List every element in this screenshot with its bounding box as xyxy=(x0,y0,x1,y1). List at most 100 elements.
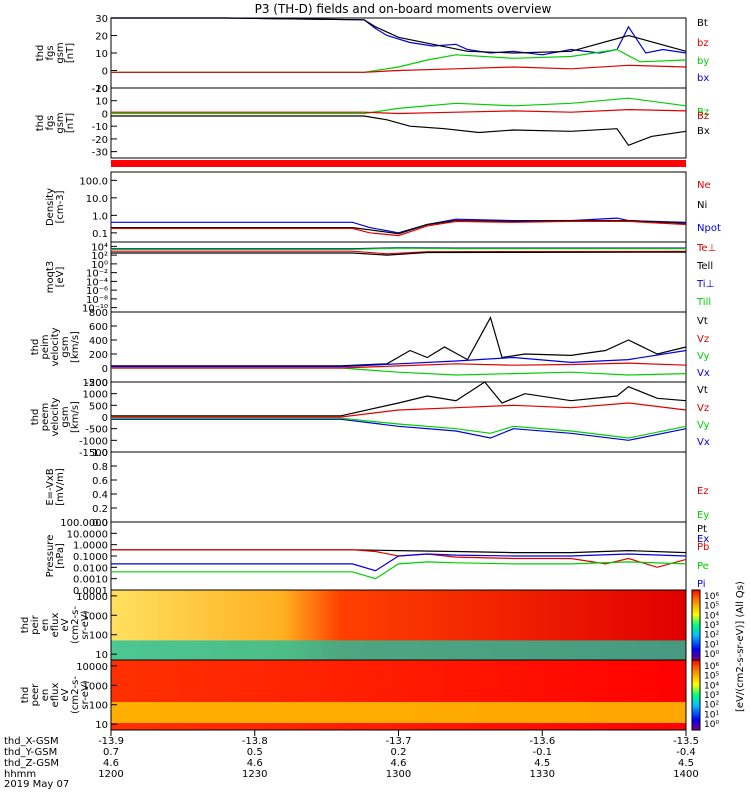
y-axis-label: gsm xyxy=(55,42,66,63)
legend-entry: Te⊥ xyxy=(696,243,716,254)
colorbars: 10⁶10⁵10⁴10³10²10¹10⁰10⁶10⁵10⁴10³10²10¹1… xyxy=(691,589,719,731)
colorbar-tick-label: 10⁴ xyxy=(704,611,719,621)
y-tick-label: 200 xyxy=(89,350,108,361)
y-axis-label: gsm xyxy=(55,112,66,133)
series-line xyxy=(111,220,687,237)
y-tick-label: 0 xyxy=(102,413,108,424)
panel-peer_en_eflux: 10000 1000 100 10 thd peer en eflux eV (cm2-s-sr-… xyxy=(20,659,687,731)
legend-entry: Vt xyxy=(697,316,708,327)
x-axis-row-label: thd_Z-GSM xyxy=(4,758,59,769)
y-axis-label: peir xyxy=(30,614,41,634)
y-axis-label: E=-VxB xyxy=(45,468,56,505)
y-tick-label: 1000 xyxy=(83,611,108,622)
colorbar xyxy=(691,589,701,661)
y-axis-label: eflux xyxy=(50,683,61,708)
x-axis-row-label: thd_X-GSM xyxy=(4,736,59,747)
x-axis-value: 4.5 xyxy=(534,758,550,769)
y-tick-label: 10000 xyxy=(76,662,108,673)
series-line xyxy=(111,217,687,234)
y-axis-label: velocity xyxy=(50,397,61,436)
y-tick-label: 400 xyxy=(89,336,108,347)
y-tick-label: -200 xyxy=(85,378,108,389)
legend-entry: Pb xyxy=(697,542,709,553)
panel-peir_en_eflux: 10000 1000 100 10 thd peir en eflux eV (cm2-s-sr-… xyxy=(20,589,687,661)
legend-entry: Vx xyxy=(697,437,710,448)
y-tick-label: 10⁴ xyxy=(91,242,108,253)
colorbar-tick-label: 10³ xyxy=(704,621,719,631)
y-tick-label: 1000 xyxy=(83,390,108,401)
legend-entry: Ne xyxy=(697,180,711,191)
panel-density: 100.0 10.0 1.0 0.1 Density [cm-3] Ne Ni Npot xyxy=(45,171,721,243)
heatmap-low-energy-band xyxy=(111,702,686,723)
y-axis-label: eV xyxy=(60,688,71,701)
y-tick-label: 600 xyxy=(89,322,108,333)
y-axis-label: eV xyxy=(60,618,71,631)
colorbar-label: [eV/(cm2-s-sr-eV)] (All Qs) xyxy=(735,581,746,712)
x-axis-value: 4.6 xyxy=(391,758,407,769)
series-line xyxy=(111,251,687,256)
panel-frame xyxy=(110,451,687,523)
panel-frame xyxy=(110,171,687,243)
series-line xyxy=(111,417,687,439)
y-tick-label: 10 xyxy=(95,49,108,60)
y-axis-label: thd xyxy=(30,339,41,356)
y-axis-label: peem xyxy=(40,403,51,431)
colorbar-tick-label: 10⁵ xyxy=(704,672,719,682)
colorbar-tick-label: 10⁶ xyxy=(704,592,719,602)
y-axis-label: [nT] xyxy=(65,113,76,133)
y-tick-label: 0.4 xyxy=(92,490,108,501)
series-line xyxy=(111,402,687,418)
y-tick-label: 20 xyxy=(95,32,108,43)
y-tick-label: 10.0000 xyxy=(67,529,108,540)
series-line xyxy=(111,97,687,115)
legend-entry: Bx xyxy=(697,126,710,137)
y-tick-label: -30 xyxy=(92,148,108,159)
y-tick-label: 10² xyxy=(91,251,108,262)
legend-entry: Ex xyxy=(697,534,709,545)
x-axis-value: -13.8 xyxy=(242,736,268,747)
legend-entry: Ni xyxy=(697,200,707,211)
y-axis-label: thd xyxy=(20,617,31,634)
x-axis-row-label: 2019 May 07 xyxy=(4,779,69,790)
y-tick-label: -20 xyxy=(92,135,108,146)
series-line xyxy=(111,17,687,54)
legend-entry: Bz xyxy=(697,111,709,122)
legend-entry: Tell xyxy=(696,261,713,272)
x-axis-value: 1300 xyxy=(386,769,411,780)
y-axis-label: [km/s] xyxy=(70,331,81,363)
x-axis-value: -13.5 xyxy=(673,736,699,747)
x-axis-value: 4.6 xyxy=(103,758,119,769)
x-axis-value: 4.5 xyxy=(678,758,694,769)
y-tick-label: -1000 xyxy=(79,436,108,447)
y-axis-label: fgs xyxy=(45,115,56,130)
y-tick-label: 1.0 xyxy=(92,448,108,459)
colorbar-tick-label: 10¹ xyxy=(704,640,719,650)
y-axis-label: [nT] xyxy=(65,43,76,63)
x-axis-value: 1400 xyxy=(673,769,698,780)
panel-electric_field: 1.0 0.8 0.6 0.4 0.2 0.0 E=-VxB [mV/m] Ez Ey Ex xyxy=(45,448,709,545)
series-line xyxy=(111,553,687,572)
panel-frame xyxy=(110,87,687,159)
y-axis-label: thd xyxy=(35,45,46,62)
legend-entry: bx xyxy=(697,73,709,84)
y-tick-label: 10⁻⁸ xyxy=(86,295,108,306)
y-axis-label: eflux xyxy=(50,613,61,638)
colorbar xyxy=(691,659,701,731)
colorbar-tick-label: 10⁶ xyxy=(704,662,719,672)
y-axis-label: [eV] xyxy=(55,267,66,288)
y-axis-label: velocity xyxy=(50,327,61,366)
legend-entry: Pe xyxy=(697,561,709,572)
plot-title: P3 (TH-D) fields and on-board moments ov… xyxy=(255,2,552,16)
y-axis-label: (cm2-s- xyxy=(70,676,81,714)
y-axis-label: [km/s] xyxy=(70,401,81,433)
legend-entry: Ez xyxy=(697,486,709,497)
y-tick-label: 1000 xyxy=(83,681,108,692)
y-axis-label: gsm xyxy=(60,406,71,427)
legend-entry: Bz xyxy=(697,107,709,118)
colorbar-tick-label: 10³ xyxy=(704,691,719,701)
y-tick-label: 0.0100 xyxy=(73,563,108,574)
x-axis-value: -13.6 xyxy=(529,736,555,747)
legend-entry: bz xyxy=(697,38,709,49)
